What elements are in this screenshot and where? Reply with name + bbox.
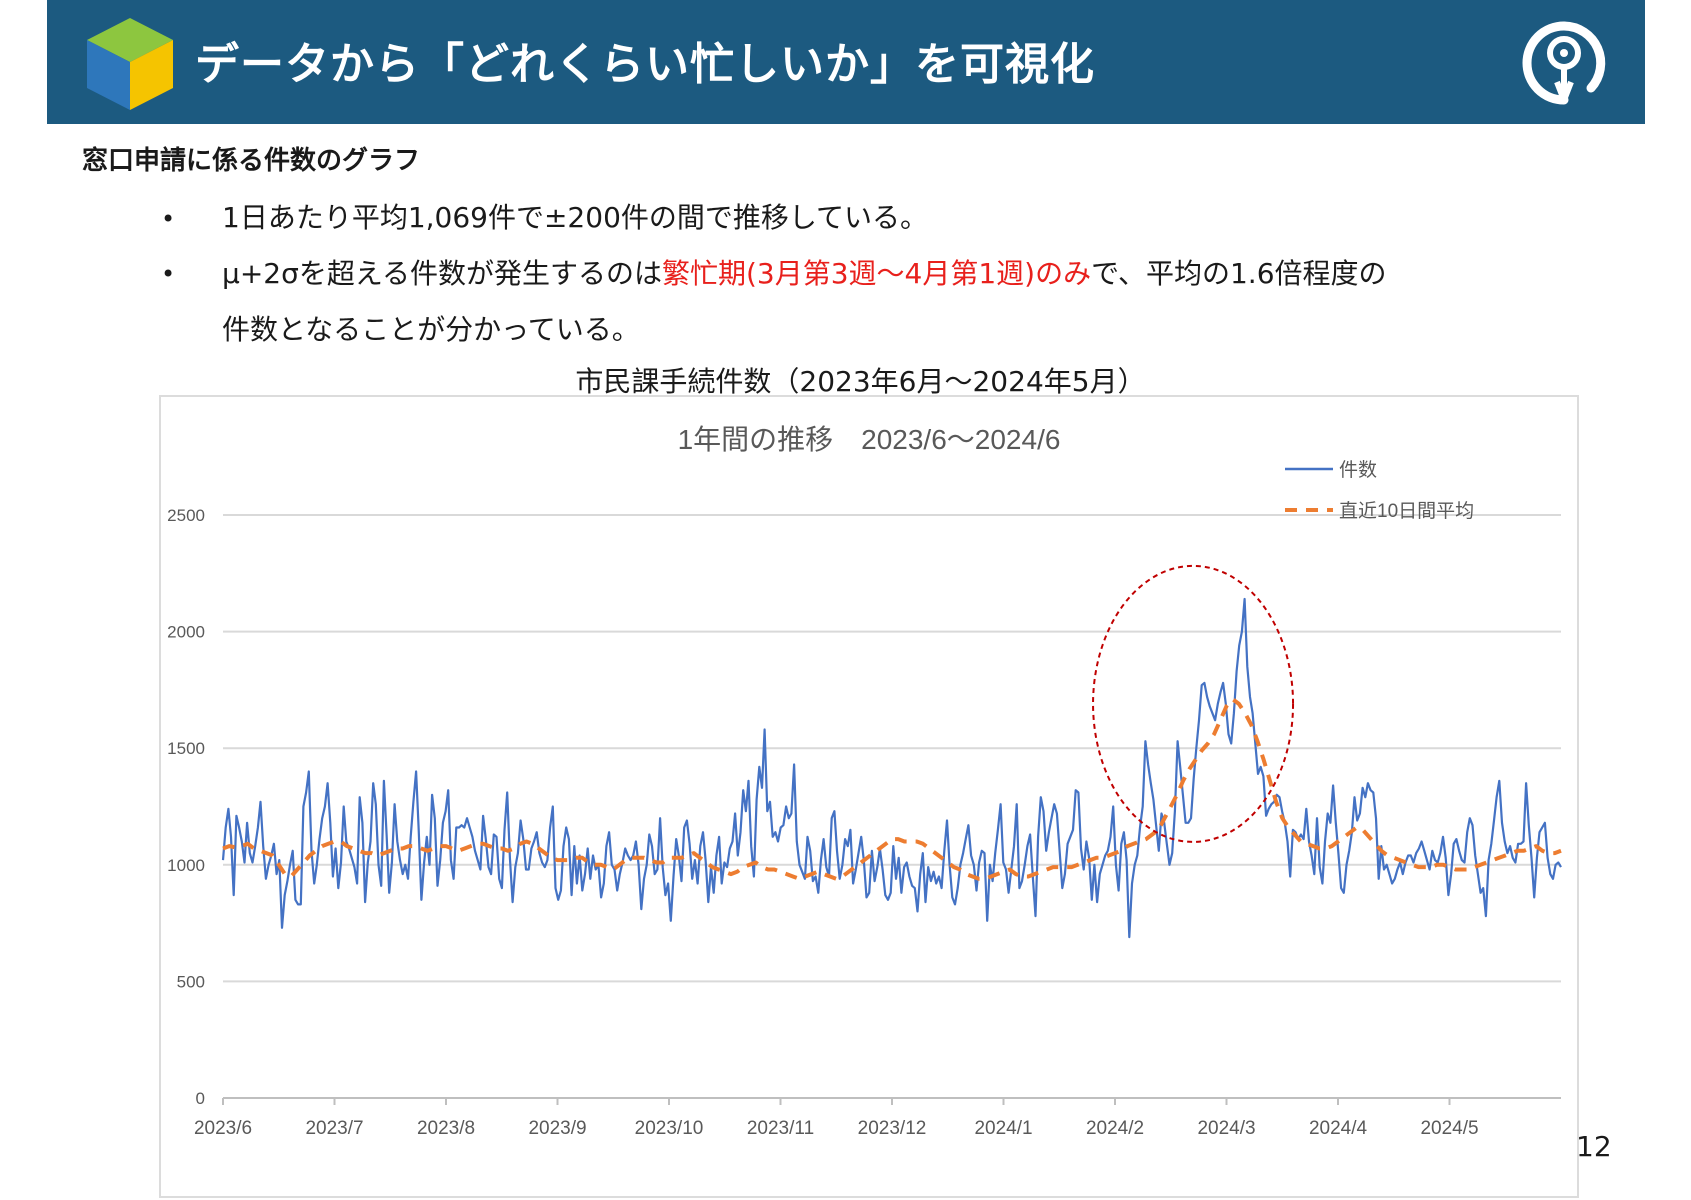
x-tick-label: 2024/2 xyxy=(1086,1118,1144,1139)
bullet-average: 1日あたり平均1,069件で±200件の間で推移している。 xyxy=(222,201,929,234)
bullet-dot: • xyxy=(161,205,176,233)
x-tick-label: 2023/10 xyxy=(635,1118,704,1139)
x-tick-label: 2024/1 xyxy=(974,1118,1032,1139)
x-tick-label: 2023/11 xyxy=(747,1118,814,1139)
section-title: 窓口申請に係る件数のグラフ xyxy=(82,146,421,176)
cube-icon xyxy=(87,18,173,110)
y-tick-label: 2500 xyxy=(167,506,205,525)
peak-highlight-ellipse xyxy=(1092,564,1295,843)
bullet-busy-pre: μ+2σを超える件数が発生するのは xyxy=(222,257,662,290)
x-tick-label: 2024/4 xyxy=(1309,1118,1368,1139)
city-emblem-icon xyxy=(1522,21,1606,105)
legend-label: 直近10日間平均 xyxy=(1339,500,1474,522)
y-tick-label: 1500 xyxy=(167,739,205,758)
x-tick-label: 2024/3 xyxy=(1197,1118,1255,1139)
x-tick-label: 2023/12 xyxy=(858,1118,927,1139)
x-tick-label: 2023/9 xyxy=(528,1118,586,1139)
header-banner: データから「どれくらい忙しいか」を可視化 xyxy=(47,0,1645,124)
bullet-busy-post: で、平均の1.6倍程度の xyxy=(1091,257,1387,290)
bullet-busy-line2: 件数となることが分かっている。 xyxy=(222,313,640,346)
busy-period-highlight: 繁忙期(3月第3週～4月第1週)のみ xyxy=(662,257,1092,290)
page-title: データから「どれくらい忙しいか」を可視化 xyxy=(195,39,1095,90)
chart-caption: 市民課手続件数（2023年6月～2024年5月） xyxy=(575,365,1146,398)
page-number: 12 xyxy=(1576,1130,1612,1163)
legend-label: 件数 xyxy=(1339,459,1377,481)
y-tick-label: 1000 xyxy=(167,856,205,875)
x-tick-label: 2023/6 xyxy=(194,1118,252,1139)
x-tick-label: 2023/7 xyxy=(305,1118,363,1139)
y-tick-label: 2000 xyxy=(167,623,205,642)
line-chart: 1年間の推移 2023/6～2024/6 0 500 1000 1500 2000 2500… xyxy=(167,424,1562,1139)
bullet-busy-period: μ+2σを超える件数が発生するのは繁忙期(3月第3週～4月第1週)のみで、平均の… xyxy=(222,252,1387,292)
series-line-moving-average xyxy=(222,697,1562,881)
x-tick-label: 2023/8 xyxy=(417,1118,475,1139)
x-tick-label: 2024/5 xyxy=(1420,1118,1478,1139)
y-tick-label: 0 xyxy=(196,1089,205,1108)
series-line-count xyxy=(221,597,1562,939)
chart-title: 1年間の推移 2023/6～2024/6 xyxy=(678,424,1061,455)
bullet-dot: • xyxy=(161,260,176,288)
y-tick-label: 500 xyxy=(177,972,205,991)
chart-frame: 1年間の推移 2023/6～2024/6 0 500 1000 1500 2000 2500… xyxy=(159,395,1579,1198)
